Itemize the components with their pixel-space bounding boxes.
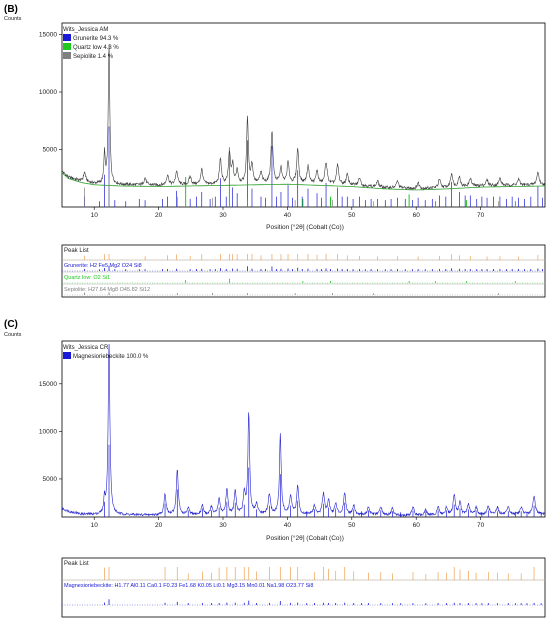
panel-b: (B)Counts 5000 10000 15000 10 20 30 40 50 60 70 Pos… <box>4 4 546 298</box>
grunerite-swatch <box>63 34 71 41</box>
peak-row-label: Quartz low: O2 Si1 <box>64 275 110 281</box>
x-axis-title: Position [°2θ] (Cobalt (Co)) <box>266 534 344 542</box>
peak-list: Peak List Grunerite: H2 Fe5 Mg2 O24 Si8 Qu… <box>61 244 546 298</box>
panel-letter: (C) <box>4 319 18 330</box>
reference-sticks <box>104 444 542 517</box>
legend-entry: Quartz low 4.3 % <box>73 45 119 51</box>
peak-list-frame <box>61 557 546 618</box>
x-tick-label: 60 <box>413 522 421 529</box>
observed-pattern <box>61 343 545 518</box>
x-tick-label: 20 <box>155 522 163 529</box>
panel-letter: (B) <box>4 4 18 15</box>
y-axis-label: Counts <box>4 332 22 338</box>
legend: Wits_Jessica CR Magnesioriebeckite 100.0 … <box>63 345 149 360</box>
magnesioriebeckite-swatch <box>63 352 71 359</box>
x-tick-label: 30 <box>219 212 227 219</box>
x-tick-label: 10 <box>91 522 99 529</box>
x-tick-label: 10 <box>91 212 99 219</box>
y-tick-label: 10000 <box>39 89 57 96</box>
y-tick-label: 5000 <box>43 147 58 154</box>
sample-name: Wits_Jessica CR <box>63 345 109 351</box>
x-tick-label: 50 <box>348 212 356 219</box>
observed-pattern <box>61 44 545 191</box>
x-tick-label: 50 <box>348 522 356 529</box>
background-curve <box>61 172 545 191</box>
x-tick-label: 70 <box>477 212 485 219</box>
plot-frame <box>61 22 546 208</box>
x-tick-label: 20 <box>155 212 163 219</box>
panel-c: (C) Counts 5000 10000 15000 10 20 30 40 50 60 70 Pos… <box>4 319 546 618</box>
reference-sticks <box>84 126 543 207</box>
sepiolite-swatch <box>63 52 71 59</box>
y-axis-label: Counts <box>4 16 22 22</box>
peak-row-label: Grunerite: H2 Fe5 Mg2 O24 Si8 <box>64 263 142 269</box>
y-tick-label: 15000 <box>39 32 57 39</box>
peak-row-label: Sepiolite: H27.64 Mg8 O45.82 Si12 <box>64 287 150 293</box>
quartz-swatch <box>63 43 71 50</box>
sample-name: Wits_Jessica AM <box>63 27 108 33</box>
legend-entry: Grunerite 94.3 % <box>73 36 119 42</box>
y-tick-label: 10000 <box>39 428 57 435</box>
legend-entry: Magnesioriebeckite 100.0 % <box>73 354 149 360</box>
x-tick-label: 40 <box>284 212 292 219</box>
peak-list-header: Peak List <box>64 561 89 567</box>
y-tick-label: 15000 <box>39 381 57 388</box>
plot-frame <box>61 340 546 518</box>
x-tick-label: 30 <box>219 522 227 529</box>
x-tick-label: 60 <box>413 212 421 219</box>
peak-list: Peak List Magnesioriebeckite: H1.77 Al0.1… <box>61 557 546 618</box>
legend-entry: Sepiolite 1.4 % <box>73 54 114 60</box>
legend: Wits_Jessica AM Grunerite 94.3 % Quartz lo… <box>63 27 119 60</box>
y-tick-label: 5000 <box>43 476 58 483</box>
x-tick-label: 70 <box>477 522 485 529</box>
x-tick-label: 40 <box>284 522 292 529</box>
peak-row-label: Magnesioriebeckite: H1.77 Al0.11 Ca0.1 F… <box>64 583 313 589</box>
x-axis-title: Position [°2θ] (Cobalt (Co)) <box>266 223 344 231</box>
peak-list-header: Peak List <box>64 248 89 254</box>
